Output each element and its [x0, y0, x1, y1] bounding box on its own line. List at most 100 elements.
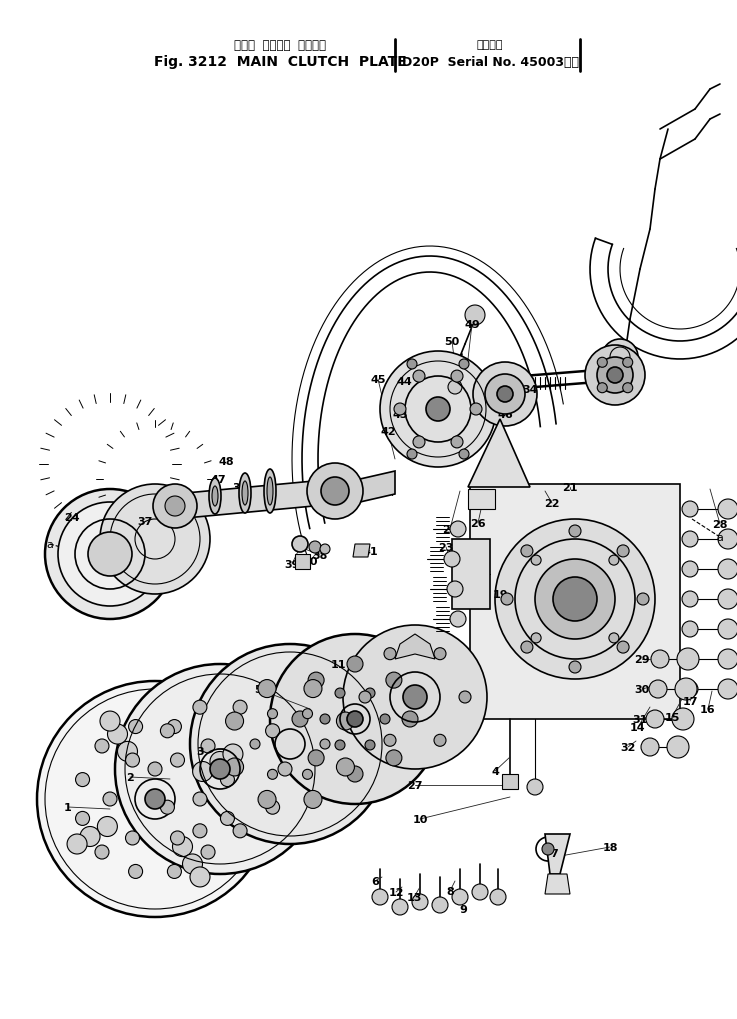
Circle shape	[210, 752, 230, 771]
Circle shape	[682, 622, 698, 637]
Text: 25: 25	[442, 525, 458, 535]
Text: 6: 6	[371, 876, 379, 887]
Polygon shape	[360, 472, 395, 502]
Circle shape	[459, 691, 471, 703]
Circle shape	[320, 544, 330, 554]
Circle shape	[459, 360, 469, 370]
Circle shape	[220, 772, 234, 787]
Ellipse shape	[500, 377, 520, 412]
Circle shape	[320, 739, 330, 749]
Circle shape	[343, 626, 487, 769]
Text: 8: 8	[446, 887, 454, 896]
Circle shape	[347, 711, 363, 728]
Circle shape	[485, 375, 525, 415]
Polygon shape	[545, 874, 570, 894]
Circle shape	[302, 709, 312, 719]
Circle shape	[386, 750, 402, 766]
Circle shape	[347, 766, 363, 783]
Circle shape	[718, 649, 737, 669]
Circle shape	[413, 436, 425, 448]
Circle shape	[682, 682, 698, 697]
Circle shape	[321, 478, 349, 505]
Circle shape	[607, 368, 623, 383]
Circle shape	[161, 725, 175, 738]
Ellipse shape	[209, 479, 221, 515]
Circle shape	[384, 735, 396, 747]
Circle shape	[597, 358, 607, 368]
Circle shape	[490, 890, 506, 905]
Circle shape	[308, 673, 324, 689]
Ellipse shape	[212, 486, 218, 506]
Circle shape	[495, 520, 655, 680]
Circle shape	[201, 845, 215, 859]
Circle shape	[501, 593, 513, 605]
Circle shape	[447, 582, 463, 597]
Circle shape	[667, 737, 689, 758]
Circle shape	[258, 680, 276, 698]
Circle shape	[718, 589, 737, 609]
Circle shape	[170, 753, 184, 767]
Circle shape	[623, 358, 633, 368]
Circle shape	[76, 772, 90, 787]
Text: D20P  Serial No. 45003～）: D20P Serial No. 45003～）	[402, 55, 579, 68]
Text: 28: 28	[712, 520, 727, 530]
Circle shape	[226, 712, 243, 731]
Circle shape	[718, 559, 737, 580]
Circle shape	[304, 791, 322, 809]
Circle shape	[210, 759, 230, 780]
Circle shape	[450, 611, 466, 628]
Circle shape	[97, 816, 117, 837]
Circle shape	[125, 753, 139, 767]
Text: 1: 1	[64, 802, 72, 812]
Circle shape	[372, 890, 388, 905]
Polygon shape	[353, 544, 370, 557]
Circle shape	[682, 591, 698, 607]
Circle shape	[531, 633, 541, 643]
Text: 14: 14	[630, 722, 646, 733]
Circle shape	[521, 545, 533, 557]
Circle shape	[641, 739, 659, 756]
Circle shape	[103, 792, 117, 806]
Polygon shape	[470, 484, 680, 719]
Circle shape	[402, 711, 418, 728]
Text: 12: 12	[388, 888, 404, 897]
Circle shape	[201, 739, 215, 753]
Circle shape	[672, 708, 694, 731]
Circle shape	[153, 484, 197, 529]
Text: 18: 18	[602, 842, 618, 852]
Circle shape	[472, 884, 488, 900]
Circle shape	[58, 502, 162, 606]
Circle shape	[268, 709, 278, 719]
Circle shape	[192, 762, 213, 782]
Text: 5: 5	[254, 685, 262, 694]
Circle shape	[108, 725, 128, 744]
Text: 38: 38	[312, 550, 328, 560]
Circle shape	[569, 526, 581, 537]
Circle shape	[167, 864, 181, 878]
Circle shape	[223, 744, 243, 764]
Circle shape	[394, 404, 406, 416]
Text: 31: 31	[632, 714, 648, 725]
Text: 17: 17	[682, 696, 698, 706]
Text: 40: 40	[302, 556, 318, 567]
Circle shape	[718, 499, 737, 520]
Circle shape	[497, 386, 513, 403]
Circle shape	[128, 864, 142, 878]
Text: 9: 9	[459, 904, 467, 914]
Circle shape	[233, 700, 247, 714]
Circle shape	[718, 620, 737, 639]
Ellipse shape	[239, 474, 251, 514]
Circle shape	[336, 758, 354, 776]
Text: 45: 45	[370, 375, 385, 384]
Circle shape	[718, 680, 737, 699]
Circle shape	[450, 522, 466, 537]
Circle shape	[380, 714, 390, 725]
Circle shape	[365, 740, 375, 750]
Circle shape	[434, 648, 446, 660]
Circle shape	[304, 680, 322, 698]
Circle shape	[473, 363, 537, 427]
Circle shape	[80, 826, 100, 847]
Circle shape	[233, 824, 247, 838]
Circle shape	[172, 837, 192, 857]
Circle shape	[270, 635, 440, 804]
